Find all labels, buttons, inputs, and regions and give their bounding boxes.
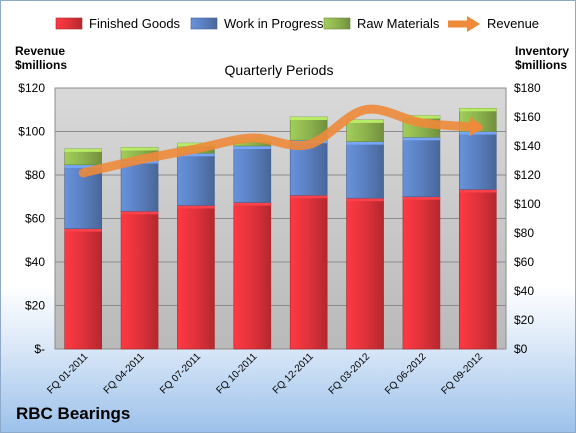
bar-finished-goods: [233, 202, 272, 350]
legend-arrow-revenue: [467, 16, 480, 32]
legend-swatch-raw-materials: [323, 17, 351, 30]
x-tick-label: FQ 03-2012: [327, 351, 373, 397]
right-axis-title: $millions: [515, 58, 567, 72]
left-tick-label: $120: [18, 81, 45, 95]
left-tick-label: $-: [34, 342, 45, 356]
right-tick-label: $40: [514, 284, 534, 298]
left-axis-title: $millions: [15, 58, 67, 72]
x-tick-label: FQ 09-2012: [439, 351, 485, 397]
bar-segment-top: [402, 115, 440, 119]
bar-segment-top: [459, 108, 497, 112]
bar-segment-top: [177, 205, 215, 209]
bar-finished-goods: [402, 196, 441, 350]
left-tick-label: $100: [18, 125, 45, 139]
right-tick-label: $160: [514, 110, 541, 124]
x-tick-label: FQ 07-2011: [158, 351, 203, 396]
legend-label: Work in Progress: [224, 16, 324, 31]
plot-subtitle: Quarterly Periods: [225, 62, 334, 78]
right-axis-title: Inventory: [515, 44, 569, 58]
bar-segment-top: [290, 117, 328, 120]
bar-work-in-progress: [233, 145, 272, 203]
revenue-line: [78, 104, 484, 178]
left-tick-label: $80: [25, 168, 45, 182]
bar-segment-top: [233, 146, 271, 149]
legend-label: Revenue: [487, 16, 539, 31]
x-tick-label: FQ 12-2011: [271, 351, 316, 396]
bar-segment-top: [290, 195, 328, 199]
bar-work-in-progress: [120, 160, 159, 212]
right-tick-label: $100: [514, 197, 541, 211]
left-axis-title: Revenue: [15, 44, 65, 58]
bar-work-in-progress: [402, 137, 441, 198]
left-tick-label: $60: [25, 212, 45, 226]
left-axis-ticks: $- $20 $40 $60 $80 $100 $120: [18, 81, 45, 356]
right-tick-label: $0: [514, 342, 528, 356]
bar-raw-materials: [346, 119, 384, 142]
bar-segment-top: [402, 137, 440, 141]
bar-segment-top: [459, 189, 497, 193]
right-tick-label: $120: [514, 168, 541, 182]
x-tick-label: FQ 04-2011: [102, 351, 147, 396]
bar-segment-top: [346, 119, 384, 123]
right-tick-label: $180: [514, 81, 541, 95]
bar-segment-top: [64, 164, 102, 168]
bar-work-in-progress: [177, 152, 215, 206]
stacked-bars: [64, 108, 497, 350]
bar-segment-top: [459, 131, 497, 135]
right-tick-label: $80: [514, 226, 534, 240]
bar-segment-top: [233, 202, 271, 206]
bar-segment-top: [346, 141, 384, 145]
bar-segment-top: [64, 228, 102, 232]
x-tick-label: FQ 10-2011: [214, 351, 259, 396]
company-name: RBC Bearings: [16, 404, 131, 423]
bar-segment-top: [64, 148, 102, 152]
right-axis-ticks: $0 $20 $40 $60 $80 $100 $120 $140 $160 $180: [514, 81, 541, 356]
right-tick-label: $60: [514, 255, 534, 269]
legend: Finished Goods Work in Progress Raw Materi…: [55, 16, 539, 32]
bar-finished-goods: [346, 197, 384, 350]
bar-work-in-progress: [459, 131, 497, 190]
bar-finished-goods: [64, 228, 102, 350]
revenue-line-path: [78, 104, 483, 178]
x-tick-label: FQ 06-2012: [383, 351, 429, 397]
legend-swatch-finished-goods: [55, 17, 83, 30]
bar-finished-goods: [459, 189, 497, 350]
right-tick-label: $20: [514, 313, 534, 327]
bar-work-in-progress: [346, 141, 384, 199]
bar-segment-top: [121, 211, 159, 215]
x-tick-label: FQ 01-2011: [45, 351, 90, 396]
bar-segment-top: [121, 147, 159, 151]
bar-finished-goods: [120, 210, 159, 350]
bar-finished-goods: [289, 195, 328, 350]
x-axis-ticks: FQ 01-2011 FQ 04-2011 FQ 07-2011 FQ 10-2011…: [45, 351, 485, 397]
bar-segment-top: [402, 196, 440, 200]
legend-label: Raw Materials: [357, 16, 440, 31]
right-tick-label: $140: [514, 139, 541, 153]
bar-segment-top: [177, 153, 215, 157]
bar-finished-goods: [177, 205, 215, 350]
legend-swatch-work-in-progress: [190, 17, 218, 30]
revenue-arrowhead: [469, 116, 484, 137]
bar-segment-top: [346, 198, 384, 202]
left-tick-label: $40: [25, 255, 45, 269]
legend-label: Finished Goods: [89, 16, 181, 31]
left-tick-label: $20: [25, 299, 45, 313]
